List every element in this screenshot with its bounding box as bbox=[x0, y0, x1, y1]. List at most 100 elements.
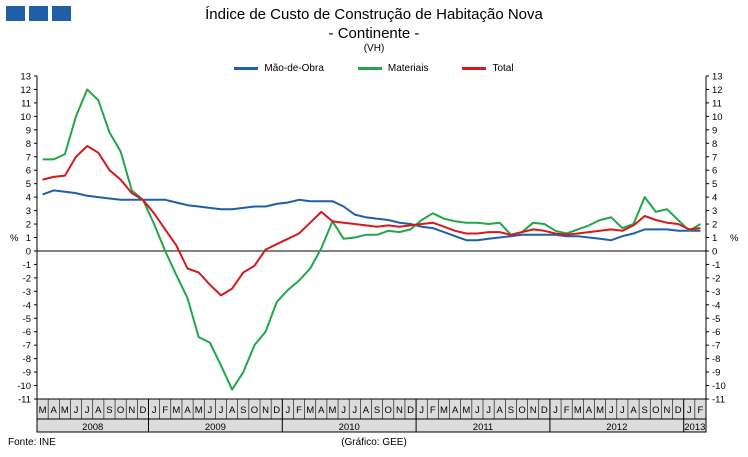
x-tick-label: O bbox=[652, 405, 659, 416]
x-tick-label: A bbox=[497, 405, 504, 416]
x-tick-label: A bbox=[363, 405, 370, 416]
x-tick-label: M bbox=[61, 405, 69, 416]
y-tick-label-right: -2 bbox=[712, 273, 720, 284]
legend-item-materiais: Materiais bbox=[357, 63, 428, 74]
y-tick-label-left: 2 bbox=[26, 220, 31, 231]
x-tick-label: A bbox=[586, 405, 593, 416]
x-tick-label: O bbox=[385, 405, 392, 416]
year-label: 2010 bbox=[339, 422, 360, 433]
x-tick-label: A bbox=[95, 405, 102, 416]
y-tick-label-right: -1 bbox=[712, 260, 720, 271]
x-tick-label: M bbox=[306, 405, 314, 416]
logo-block bbox=[29, 6, 48, 21]
x-tick-label: N bbox=[530, 405, 537, 416]
y-tick-label-right: 9 bbox=[712, 125, 717, 136]
y-tick-label-right: 8 bbox=[712, 139, 717, 150]
y-tick-label-right: -9 bbox=[712, 368, 720, 379]
y-tick-label-left: 9 bbox=[26, 125, 31, 136]
x-tick-label: M bbox=[462, 405, 470, 416]
y-tick-label-left: 10 bbox=[20, 112, 31, 123]
series-line-mao-de-obra bbox=[42, 189, 701, 242]
y-tick-label-left: -5 bbox=[23, 314, 31, 325]
year-label: 2008 bbox=[82, 422, 103, 433]
legend-swatch-materiais bbox=[357, 67, 382, 70]
y-tick-label-right: 0 bbox=[712, 246, 717, 257]
source-note: Fonte: INE bbox=[8, 437, 56, 448]
y-tick-label-left: 4 bbox=[26, 193, 31, 204]
x-tick-label: J bbox=[486, 405, 491, 416]
legend: Mão-de-Obra Materiais Total bbox=[0, 63, 748, 74]
x-tick-label: F bbox=[698, 405, 704, 416]
series-line-materiais bbox=[42, 88, 701, 391]
y-tick-label-right: 1 bbox=[712, 233, 717, 244]
y-tick-label-left: -7 bbox=[23, 341, 31, 352]
y-tick-label-right: -3 bbox=[712, 287, 720, 298]
y-tick-label-right: -8 bbox=[712, 354, 720, 365]
y-tick-label-right: 12 bbox=[712, 85, 723, 96]
x-tick-label: N bbox=[128, 405, 135, 416]
x-tick-label: A bbox=[51, 405, 58, 416]
y-tick-label-right: -5 bbox=[712, 314, 720, 325]
x-tick-label: D bbox=[675, 405, 682, 416]
x-tick-label: O bbox=[117, 405, 124, 416]
y-tick-label-right: 5 bbox=[712, 179, 717, 190]
x-tick-label: D bbox=[273, 405, 280, 416]
legend-item-total: Total bbox=[462, 63, 514, 74]
x-tick-label: S bbox=[642, 405, 648, 416]
y-tick-label-right: 7 bbox=[712, 152, 717, 163]
x-tick-label: M bbox=[574, 405, 582, 416]
credit-note: (Gráfico: GEE) bbox=[341, 437, 407, 448]
y-tick-label-left: 3 bbox=[26, 206, 31, 217]
y-tick-label-right: -7 bbox=[712, 341, 720, 352]
x-tick-label: J bbox=[85, 405, 90, 416]
chart-title: Índice de Custo de Construção de Habitaç… bbox=[205, 6, 543, 23]
chart-subtitle: - Continente - bbox=[328, 25, 420, 42]
x-tick-label: N bbox=[262, 405, 269, 416]
y-tick-label-left: 1 bbox=[26, 233, 31, 244]
x-tick-label: M bbox=[329, 405, 337, 416]
y-tick-label-right: 6 bbox=[712, 166, 717, 177]
y-tick-label-left: 7 bbox=[26, 152, 31, 163]
x-tick-label: O bbox=[251, 405, 258, 416]
x-tick-label: S bbox=[240, 405, 246, 416]
series-line-total bbox=[42, 145, 701, 297]
x-tick-label: A bbox=[630, 405, 637, 416]
y-tick-label-right: 4 bbox=[712, 193, 717, 204]
x-tick-label: J bbox=[341, 405, 346, 416]
x-tick-label: D bbox=[541, 405, 548, 416]
y-tick-label-left: 0 bbox=[26, 246, 31, 257]
x-tick-label: M bbox=[440, 405, 448, 416]
y-axis-label-left: % bbox=[10, 233, 19, 244]
y-tick-label-left: 5 bbox=[26, 179, 31, 190]
y-tick-label-left: -11 bbox=[18, 395, 31, 406]
legend-swatch-mao-de-obra bbox=[234, 67, 259, 70]
y-tick-label-right: -10 bbox=[712, 381, 726, 392]
legend-swatch-total bbox=[462, 67, 487, 70]
x-tick-label: J bbox=[553, 405, 558, 416]
x-tick-label: O bbox=[518, 405, 525, 416]
x-tick-label: J bbox=[620, 405, 625, 416]
y-tick-label-right: 10 bbox=[712, 112, 723, 123]
x-tick-label: F bbox=[162, 405, 168, 416]
x-tick-label: F bbox=[296, 405, 302, 416]
year-label: 2011 bbox=[473, 422, 493, 433]
y-tick-label-left: -9 bbox=[23, 368, 31, 379]
logo bbox=[6, 6, 71, 21]
x-tick-label: N bbox=[664, 405, 671, 416]
y-tick-label-left: -6 bbox=[23, 327, 31, 338]
x-tick-label: J bbox=[609, 405, 614, 416]
x-tick-label: J bbox=[74, 405, 79, 416]
y-tick-label-left: -4 bbox=[23, 300, 31, 311]
x-tick-label: S bbox=[374, 405, 380, 416]
y-tick-label-right: 3 bbox=[712, 206, 717, 217]
y-tick-label-left: 6 bbox=[26, 166, 31, 177]
x-tick-label: J bbox=[207, 405, 212, 416]
x-tick-label: D bbox=[407, 405, 414, 416]
x-tick-label: F bbox=[430, 405, 436, 416]
x-tick-label: N bbox=[396, 405, 403, 416]
y-tick-label-right: 2 bbox=[712, 220, 717, 231]
year-label: 2013 bbox=[684, 422, 705, 433]
y-tick-label-left: -3 bbox=[23, 287, 31, 298]
logo-block bbox=[6, 6, 25, 21]
y-tick-label-left: -10 bbox=[17, 381, 31, 392]
